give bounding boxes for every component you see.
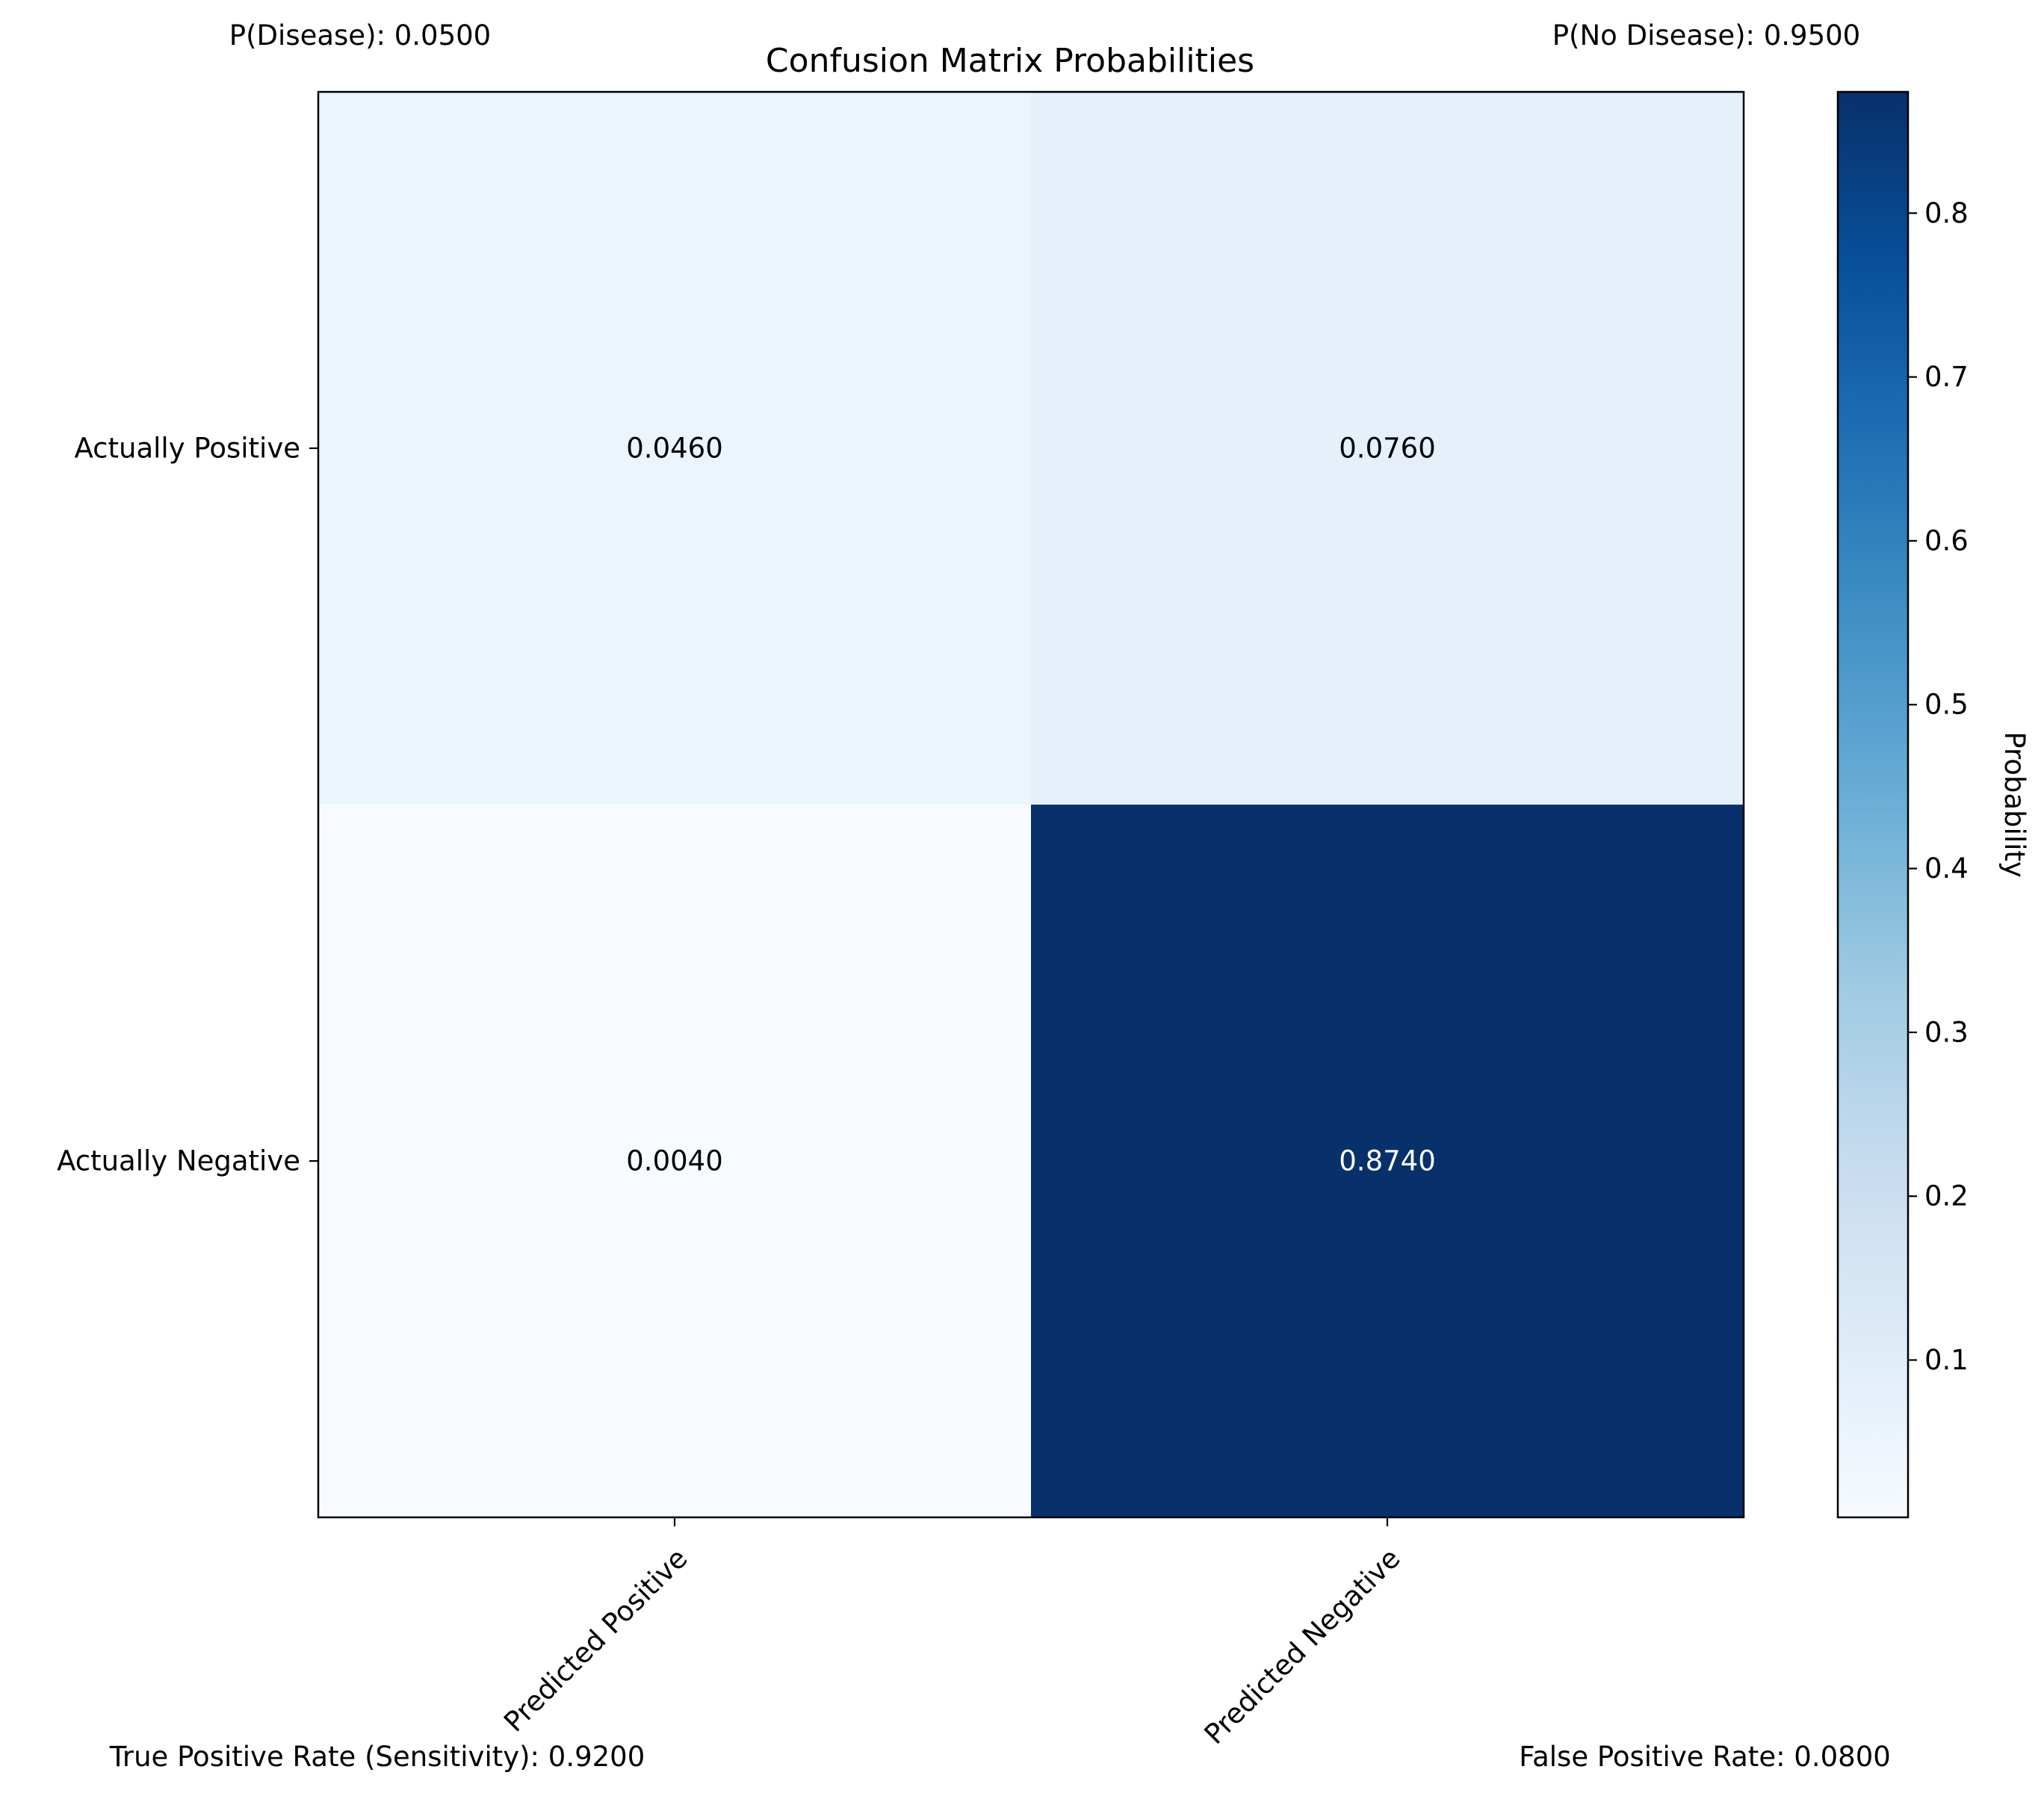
cell-value-label: 0.0460 [626, 433, 722, 465]
true-positive-rate-annotation: True Positive Rate (Sensitivity): 0.9200 [109, 1741, 645, 1773]
cell-labels: 0.0460 0.0760 0.0040 0.8740 [626, 433, 1435, 1177]
false-positive-rate-annotation: False Positive Rate: 0.0800 [1519, 1741, 1891, 1773]
colorbar [1836, 90, 1910, 1519]
colorbar-tick-label: 0.8 [1924, 197, 1969, 229]
chart-title: Confusion Matrix Probabilities [766, 42, 1254, 80]
colorbar-tick-label: 0.7 [1924, 361, 1969, 393]
colorbar-tick-label: 0.5 [1924, 689, 1969, 721]
colorbar-tick-label: 0.2 [1924, 1180, 1969, 1213]
heatmap-cell [318, 805, 1032, 1518]
colorbar-tick-label: 0.1 [1924, 1344, 1969, 1376]
p-no-disease-annotation: P(No Disease): 0.9500 [1552, 19, 1860, 52]
colorbar-ticks: 0.1 0.2 0.3 0.4 0.5 0.6 0.7 0.8 [1908, 197, 1969, 1376]
heatmap-cell [1031, 92, 1744, 805]
cell-value-label: 0.0040 [626, 1145, 722, 1177]
x-tick-label: Predicted Negative [1198, 1542, 1407, 1750]
heatmap-cells [318, 92, 1744, 1518]
y-tick-label: Actually Positive [75, 433, 301, 465]
cell-value-label: 0.8740 [1339, 1145, 1435, 1177]
heatmap-cell [318, 92, 1032, 805]
x-tick-label: Predicted Positive [498, 1542, 693, 1738]
colorbar-tick-label: 0.3 [1924, 1016, 1969, 1048]
heatmap-frame [317, 90, 1745, 1519]
p-disease-annotation: P(Disease): 0.0500 [229, 19, 491, 52]
cell-value-label: 0.0760 [1339, 433, 1435, 465]
colorbar-tick-label: 0.4 [1924, 852, 1969, 885]
heatmap-cell [1031, 805, 1744, 1518]
x-axis: Predicted Positive Predicted Negative [498, 1517, 1407, 1750]
y-axis: Actually Positive Actually Negative [57, 433, 318, 1177]
colorbar-label: Probability [1998, 731, 2031, 878]
y-tick-label: Actually Negative [57, 1145, 300, 1177]
colorbar-tick-label: 0.6 [1924, 524, 1969, 557]
